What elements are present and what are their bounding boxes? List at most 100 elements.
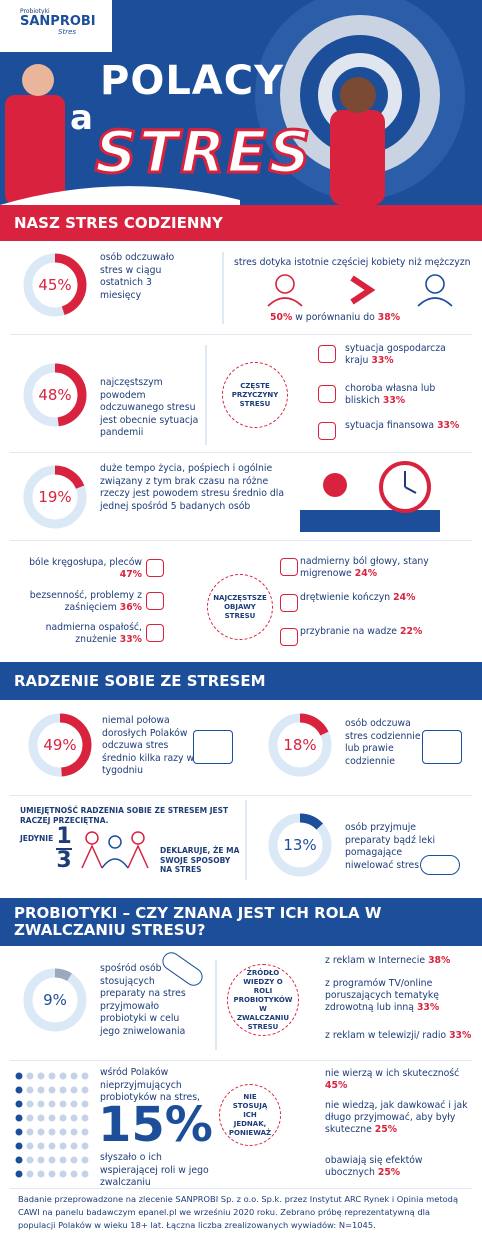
donut-arc <box>23 968 87 1032</box>
item-text: nie wierzą w ich skuteczność <box>325 1068 460 1079</box>
stat-text: osób odczuwało stres w ciągu ostatnich 3… <box>100 252 175 301</box>
header: Probiotyki SANPROBI Stres POLACY a STRES <box>0 0 482 205</box>
person-icon <box>81 1100 89 1108</box>
person-icon <box>26 1114 34 1122</box>
men-pct: 38% <box>377 312 401 323</box>
person-icon <box>81 1156 89 1164</box>
person-icon <box>48 1156 56 1164</box>
divider <box>10 1188 472 1189</box>
person-icon <box>48 1072 56 1080</box>
person-icon <box>70 1072 78 1080</box>
aware-value: 15% <box>98 1097 213 1153</box>
gender-text: stres dotyka istotnie częściej kobiety n… <box>234 257 471 268</box>
item: z reklam w Internecie 38% <box>325 955 475 967</box>
donut-label: 18% <box>283 736 316 754</box>
item-text: nadmierny ból głowy, stany migrenowe <box>300 556 429 579</box>
item-icon <box>146 592 164 610</box>
item-pct: 25% <box>374 1124 398 1135</box>
coping-only: JEDYNIE <box>20 834 54 843</box>
title-1: POLACY <box>100 58 285 104</box>
person-icon <box>59 1086 67 1094</box>
person-icon <box>70 1170 78 1178</box>
divider <box>10 1060 472 1061</box>
item: nadmierny ból głowy, stany migrenowe 24% <box>300 556 450 580</box>
brand-sub: Stres <box>58 28 77 36</box>
stat-text: niemal połowa dorosłych Polaków odczuwa … <box>102 715 195 776</box>
item: nie wierzą w ich skuteczność 45% <box>325 1068 475 1092</box>
section-title: RADZENIE SOBIE ZE STRESEM <box>0 662 482 700</box>
item: choroba własna lub bliskich 33% <box>345 383 460 407</box>
women-pct: 50% <box>270 312 293 323</box>
item-pct: 33% <box>382 395 406 406</box>
person-icon <box>15 1156 23 1164</box>
donut-label: 9% <box>43 991 67 1009</box>
brand: SANPROBI <box>20 14 96 29</box>
gender-icons <box>267 274 453 307</box>
person-icon <box>15 1128 23 1136</box>
item-text: z reklam w telewizji/ radio <box>325 1030 447 1041</box>
person-icon <box>48 1170 56 1178</box>
item: nie wiedzą, jak dawkować i jak długo prz… <box>325 1100 475 1136</box>
person-icon <box>37 1114 45 1122</box>
donut: 48% <box>23 363 87 427</box>
circle-label: NIE STOSUJĄ ICH JEDNAK, PONIEWAŻ <box>219 1084 281 1146</box>
item-text: nadmierna ospałość, znużenie <box>45 622 142 645</box>
item: drętwienie kończyn 24% <box>300 592 450 604</box>
item: przybranie na wadze 22% <box>300 626 450 638</box>
item-pct: 36% <box>119 602 142 613</box>
calendar-icon <box>422 730 462 764</box>
person-icon <box>70 1100 78 1108</box>
item: z programów TV/online poruszających tema… <box>325 978 475 1014</box>
person-icon <box>59 1072 67 1080</box>
person-icon <box>59 1170 67 1178</box>
person-icon <box>37 1072 45 1080</box>
person-icon <box>48 1100 56 1108</box>
item-icon <box>318 385 336 403</box>
item-pct: 38% <box>428 955 451 966</box>
person-icon <box>26 1086 34 1094</box>
person-icon <box>70 1128 78 1136</box>
item-icon <box>146 624 164 642</box>
donut: 18% <box>268 713 332 777</box>
stat-text: spośród osób stosujących preparaty na st… <box>100 963 186 1037</box>
item-text: bezsenność, problemy z zaśnięciem <box>29 590 142 613</box>
donut: 13% <box>268 813 332 877</box>
donut: 45% <box>23 253 87 317</box>
item-pct: 33% <box>416 1002 440 1013</box>
donut-label: 45% <box>38 276 71 294</box>
person-icon <box>15 1100 23 1108</box>
header-art <box>0 0 465 205</box>
person-icon <box>81 1128 89 1136</box>
item-icon <box>146 559 164 577</box>
donut-label: 49% <box>43 736 76 754</box>
item: nadmierna ospałość, znużenie 33% <box>10 622 142 646</box>
donut-arc <box>23 465 87 529</box>
item: bóle kręgosłupa, pleców 47% <box>10 557 142 581</box>
person-icon <box>59 1128 67 1136</box>
gender-compare: 50% w porównaniu do 38% <box>270 312 480 325</box>
title-3: STRES <box>93 117 313 188</box>
item: sytuacja finansowa 33% <box>345 420 460 432</box>
brand-small: Probiotyki <box>20 8 50 15</box>
person-icon <box>37 1086 45 1094</box>
divider <box>10 540 472 541</box>
person-icon <box>48 1114 56 1122</box>
stat-text: duże tempo życia, pośpiech i ogólnie zwi… <box>100 463 285 512</box>
circle-label: CZĘSTE PRZYCZYNY STRESU <box>222 362 288 428</box>
person-icon <box>59 1142 67 1150</box>
item-icon <box>280 628 298 646</box>
item-text: choroba własna lub bliskich <box>345 383 436 406</box>
circle-label: NAJCZĘSTSZE OBJAWY STRESU <box>207 574 273 640</box>
item-pct: 24% <box>393 592 416 603</box>
donut-arc <box>23 253 87 317</box>
people-grid <box>15 1072 89 1178</box>
donut-arc <box>268 713 332 777</box>
person-icon <box>26 1170 34 1178</box>
person-icon <box>81 1114 89 1122</box>
aware-before: wśród Polaków nieprzyjmujących probiotyk… <box>100 1067 200 1103</box>
fraction: 1 3 <box>56 826 72 872</box>
person-icon <box>48 1086 56 1094</box>
divider <box>205 345 207 445</box>
person-icon <box>48 1128 56 1136</box>
